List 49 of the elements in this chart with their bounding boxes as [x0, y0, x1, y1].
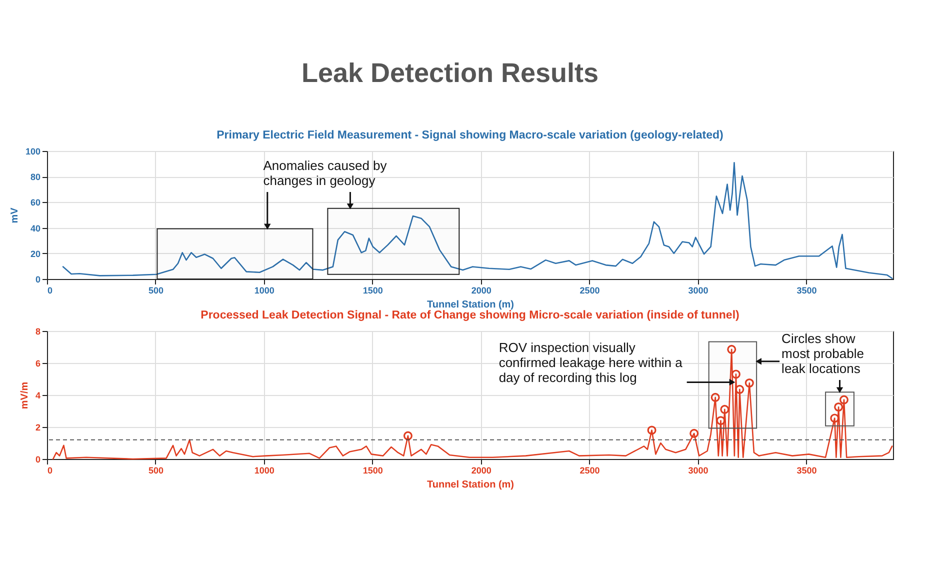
point — [647, 426, 656, 435]
x-tick-label: 3000 — [688, 466, 708, 476]
annotation: Anomalies caused by changes in geology — [263, 158, 388, 188]
annotation: ROV inspection visually confirmed leakage here within a day of recording this log — [498, 340, 684, 385]
y-tick-label: 0 — [35, 454, 40, 464]
y-tick-label: 100 — [25, 146, 40, 156]
x-tick-label: 0 — [48, 286, 53, 296]
point — [690, 428, 699, 438]
y-tick-label: 20 — [30, 248, 40, 259]
x-tick-label: 3500 — [796, 466, 817, 476]
point — [727, 344, 736, 354]
y-tick-label: 0 — [35, 274, 40, 284]
x-tick-label: 3500 — [796, 286, 817, 296]
text: Leak Detection Results — [300, 58, 600, 89]
y-axis-title: mV/m — [19, 382, 30, 410]
point — [744, 378, 754, 388]
x-axis-title: Tunnel Station (m) — [426, 480, 514, 490]
x-tick-label: 1000 — [254, 286, 274, 296]
y-tick-label: 6 — [35, 358, 40, 368]
y-axis-title: mV — [9, 207, 20, 224]
x-tick-label: 2000 — [471, 286, 492, 296]
point — [403, 431, 412, 440]
y-tick-label: 40 — [30, 223, 40, 234]
point — [839, 395, 848, 404]
y-tick-label: 60 — [30, 198, 40, 208]
x-tick-label: 2500 — [580, 286, 600, 296]
y-tick-label: 4 — [35, 390, 40, 400]
chart-title: Primary Electric Field Measurement - Signal showing Macro-scale variation (geology-related) — [216, 130, 724, 142]
x-tick-label: 2000 — [471, 466, 492, 476]
x-tick-label: 500 — [148, 286, 164, 296]
point — [735, 384, 744, 394]
x-tick-label: 2500 — [580, 466, 600, 476]
x-tick-label: 3000 — [688, 286, 708, 296]
point — [710, 392, 720, 402]
x-tick-label: 0 — [48, 466, 53, 476]
x-axis-title: Tunnel Station (m) — [426, 300, 514, 310]
x-tick-label: 500 — [148, 466, 164, 476]
y-tick-label: 2 — [35, 422, 40, 432]
y-tick-label: 8 — [35, 326, 40, 336]
x-tick-label: 1000 — [254, 466, 274, 476]
y-tick-label: 80 — [30, 172, 40, 182]
chart-title: Processed Leak Detection Signal - Rate of Change showing Micro-scale variation (inside of tunnel) — [200, 310, 740, 322]
x-tick-label: 1500 — [362, 286, 383, 296]
point — [731, 370, 740, 379]
point — [716, 416, 726, 426]
annotation: Circles show most probable leak locations — [782, 331, 864, 376]
point — [720, 404, 730, 414]
line-series — [62, 162, 893, 280]
x-tick-label: 1500 — [362, 466, 383, 476]
